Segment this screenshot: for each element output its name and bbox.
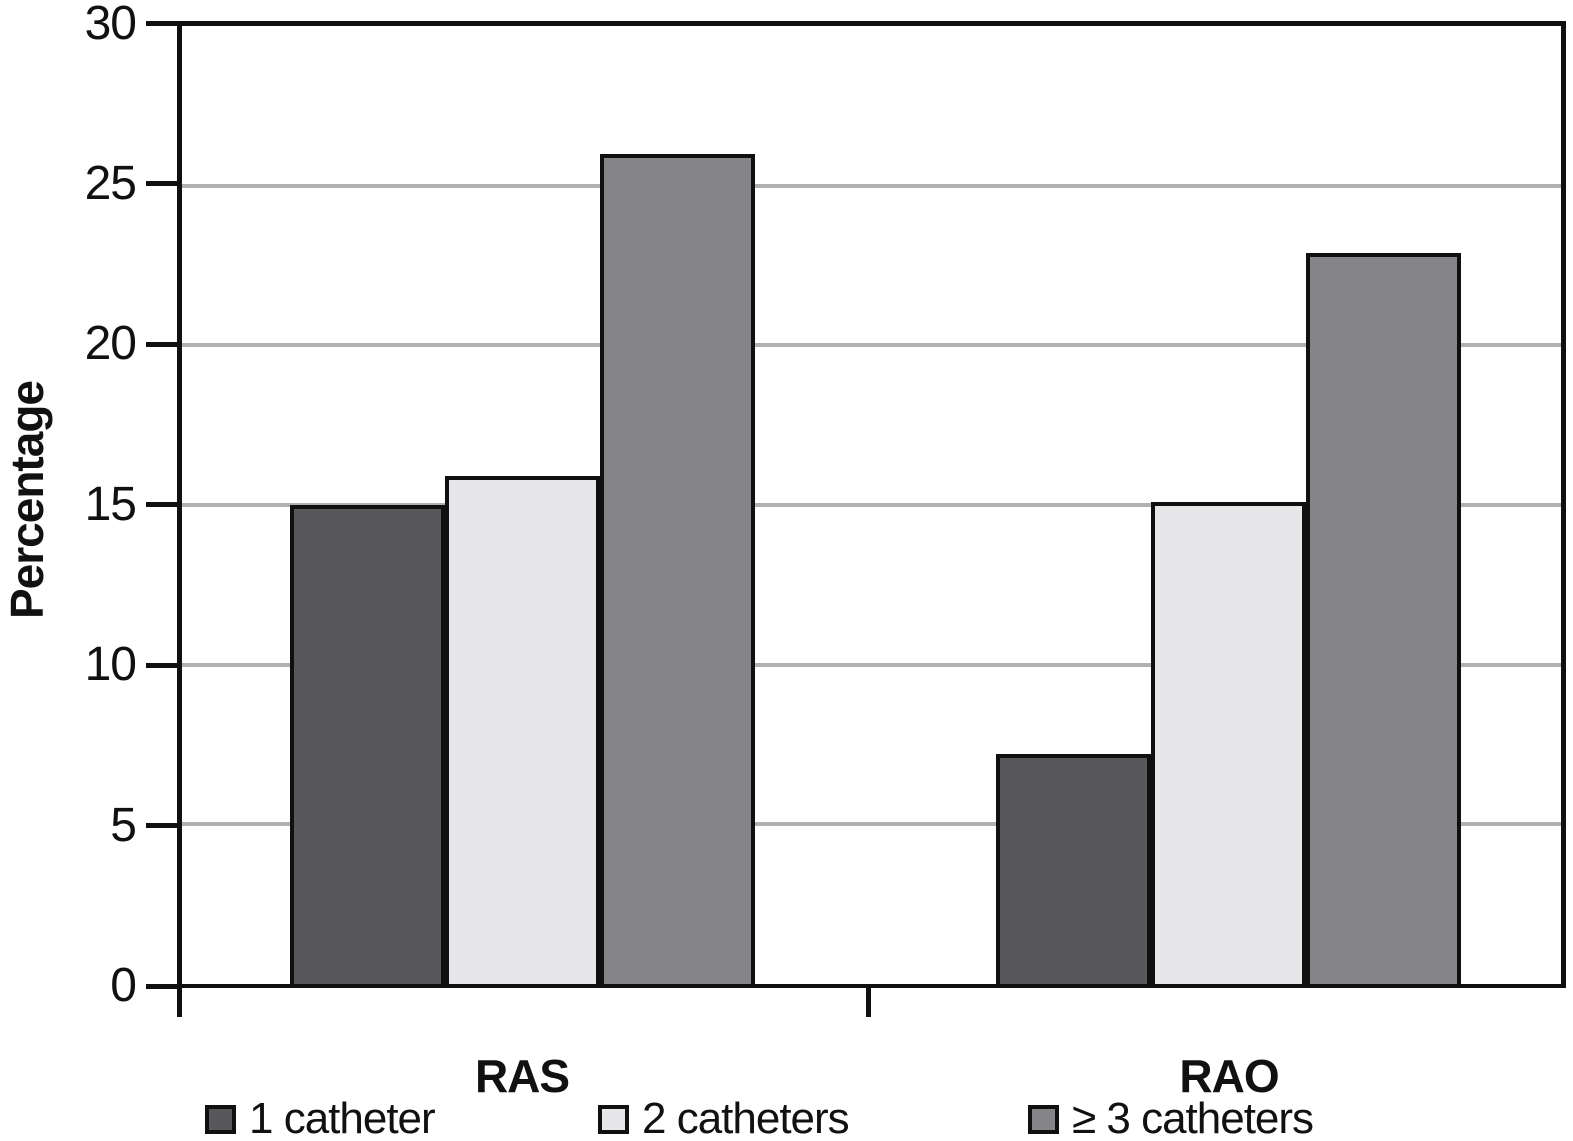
y-tick-label: 20: [84, 317, 137, 371]
legend-label: 1 catheter: [249, 1094, 436, 1141]
x-tick: [865, 986, 871, 1017]
y-tick: [146, 21, 178, 26]
y-tick-label: 10: [84, 638, 137, 692]
legend-item: 2 catheters: [598, 1093, 850, 1141]
y-tick: [146, 983, 178, 989]
bar: [445, 476, 600, 984]
gridline: [182, 662, 1561, 667]
y-tick: [146, 341, 178, 347]
gridline: [182, 343, 1561, 348]
legend-label: 2 catheters: [642, 1094, 850, 1141]
x-axis-label-ras: RAS: [474, 1050, 570, 1102]
plot-area: [177, 21, 1566, 988]
legend-swatch-1-catheter: [205, 1104, 236, 1134]
y-tick: [146, 662, 178, 668]
bar: [290, 505, 445, 984]
x-axis-label-rao: RAO: [1179, 1050, 1279, 1102]
y-tick-label: 25: [84, 156, 137, 210]
legend-label: ≥ 3 catheters: [1072, 1094, 1314, 1141]
bar: [1151, 502, 1306, 984]
gridline: [182, 183, 1561, 188]
y-tick: [146, 181, 178, 187]
bar: [996, 754, 1151, 984]
gridline: [182, 503, 1561, 507]
legend-item: 1 catheter: [205, 1093, 436, 1141]
y-tick-label: 0: [110, 959, 137, 1012]
gridline: [182, 822, 1561, 827]
y-tick: [146, 823, 178, 829]
bars-layer: [182, 26, 1561, 984]
bar: [1306, 253, 1461, 984]
y-tick-label: 5: [110, 798, 137, 852]
y-tick-label: 30: [84, 0, 137, 50]
y-tick-label: 15: [84, 477, 137, 531]
legend-item: ≥ 3 catheters: [1028, 1093, 1314, 1141]
legend-swatch-2-catheters: [598, 1104, 629, 1134]
y-tick: [146, 502, 178, 508]
bar: [600, 154, 755, 984]
gridlines-layer: [182, 26, 1561, 984]
legend-swatch-ge-3-catheters: [1028, 1104, 1059, 1134]
x-tick: [177, 986, 182, 1017]
